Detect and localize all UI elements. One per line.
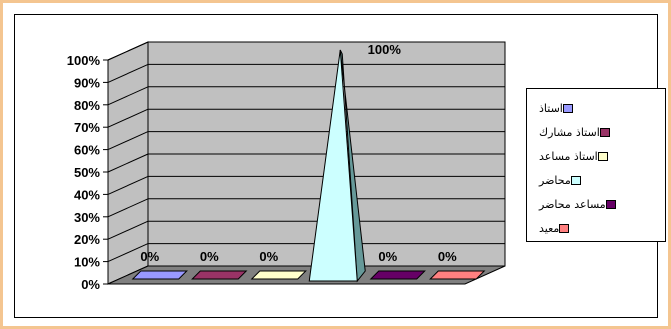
- legend-label: محاضر: [539, 173, 571, 187]
- gridline-side: [107, 198, 149, 218]
- y-tick-label: 90%: [74, 75, 100, 90]
- data-label: 0%: [438, 249, 457, 264]
- y-tick-label: 80%: [74, 98, 100, 113]
- gridline-side: [107, 86, 149, 106]
- legend-swatch: [599, 127, 610, 137]
- legend-label: معيد: [539, 221, 560, 235]
- bar-4: [308, 49, 358, 282]
- y-tick-label: 100%: [67, 53, 101, 68]
- legend-item: استاذ مساعد: [535, 149, 661, 163]
- legend-swatch: [570, 175, 581, 185]
- legend-swatch: [597, 151, 608, 161]
- bar-1: [131, 270, 188, 280]
- data-label: 0%: [259, 249, 278, 264]
- bar-2: [191, 270, 248, 280]
- gridline-side: [107, 153, 149, 173]
- data-label: 100%: [368, 42, 402, 57]
- legend-label: استاذ: [539, 101, 563, 115]
- legend-item: معيد: [535, 221, 661, 235]
- y-tick-label: 0%: [81, 277, 100, 292]
- legend-label: مساعد محاضر: [539, 197, 606, 211]
- bar-3: [250, 270, 307, 280]
- legend-swatch: [605, 199, 616, 209]
- y-tick-label: 20%: [74, 232, 100, 247]
- data-label: 0%: [200, 249, 219, 264]
- legend-swatch: [562, 103, 573, 113]
- y-tick-label: 50%: [74, 165, 100, 180]
- gridline-side: [107, 243, 149, 263]
- y-tick-label: 30%: [74, 210, 100, 225]
- data-label: 0%: [378, 249, 397, 264]
- legend-item: استاذ مشارك: [535, 125, 661, 139]
- gridline-side: [107, 175, 149, 195]
- gridline-side: [107, 220, 149, 240]
- y-tick-label: 70%: [74, 120, 100, 135]
- bar-5: [369, 270, 426, 280]
- legend: استاذ استاذ مشارك استاذ مساعد محاضر مساعد مح…: [526, 88, 666, 242]
- gridline-side: [107, 41, 149, 61]
- gridline-side: [107, 131, 149, 151]
- legend-item: محاضر: [535, 173, 661, 187]
- gridline-side: [107, 63, 149, 83]
- data-label: 0%: [140, 249, 159, 264]
- legend-swatch: [559, 223, 570, 233]
- y-tick-label: 10%: [74, 255, 100, 270]
- bar-6: [429, 270, 486, 280]
- legend-label: استاذ مشارك: [539, 125, 600, 139]
- y-tick-label: 40%: [74, 187, 100, 202]
- legend-item: استاذ: [535, 101, 661, 115]
- y-tick-label: 60%: [74, 143, 100, 158]
- legend-label: استاذ مساعد: [539, 149, 598, 163]
- legend-item: مساعد محاضر: [535, 197, 661, 211]
- gridline-side: [107, 108, 149, 128]
